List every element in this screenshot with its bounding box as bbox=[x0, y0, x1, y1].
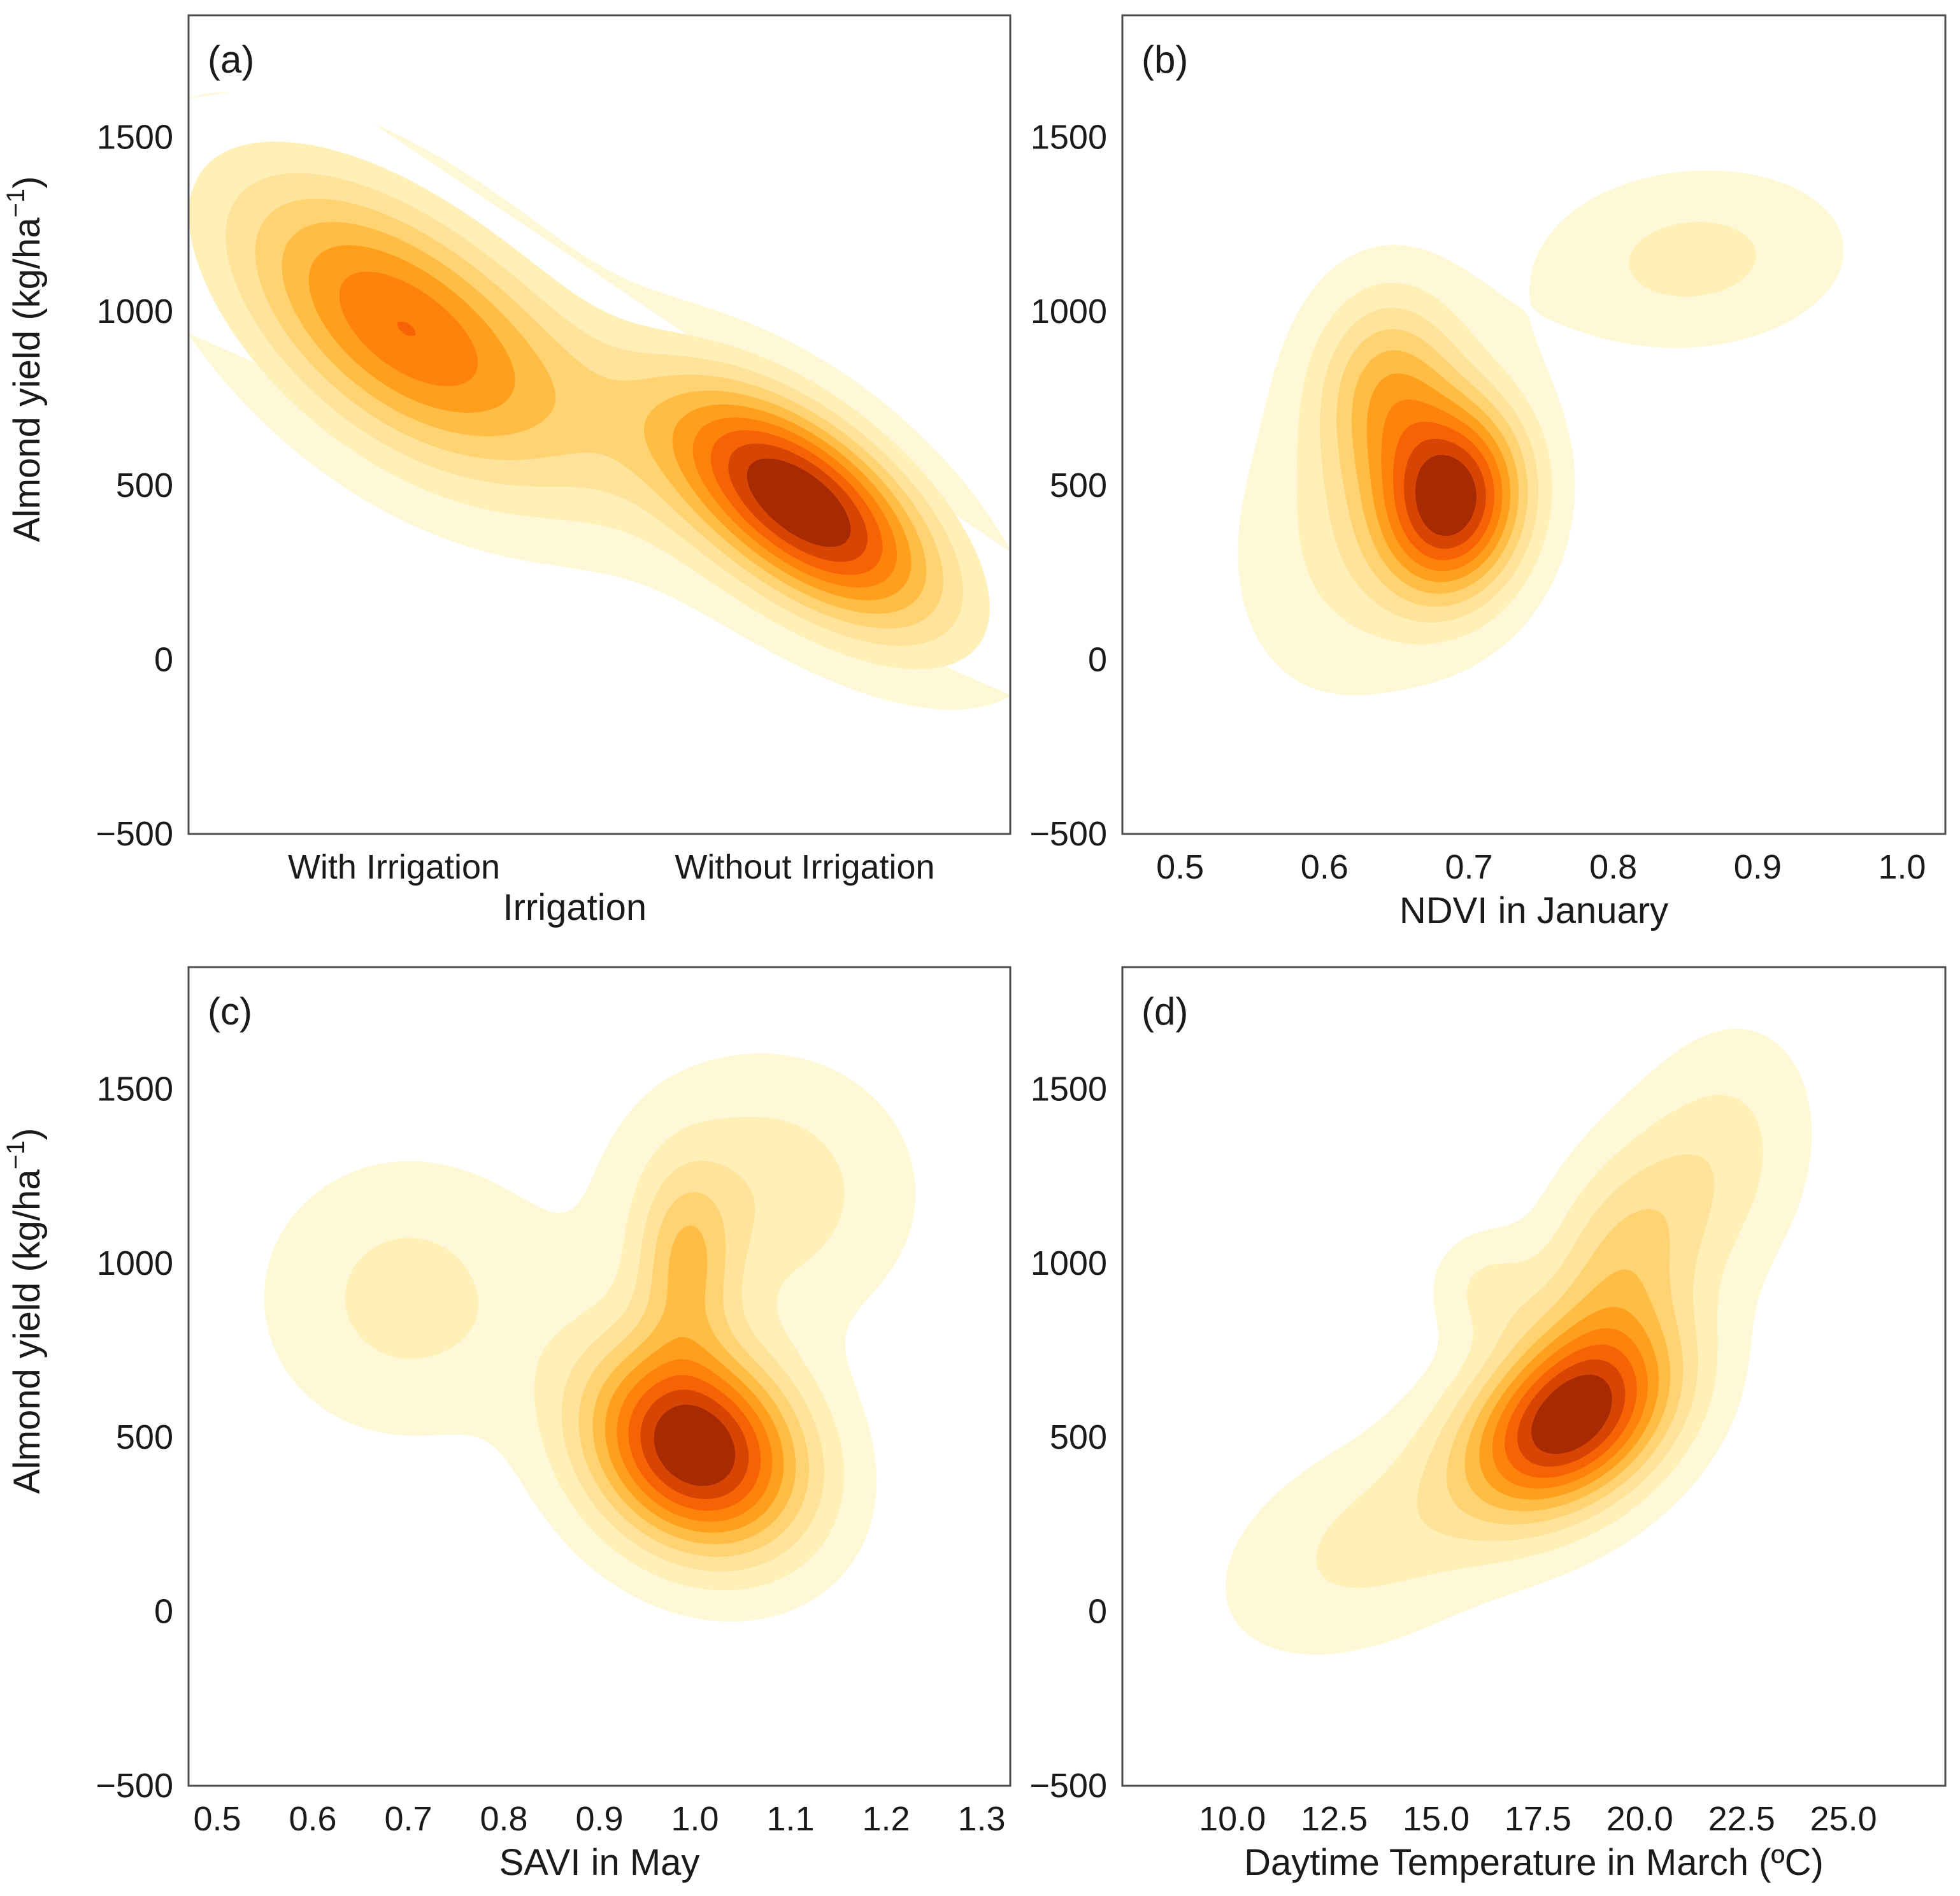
y-tick-label: −500 bbox=[1029, 815, 1107, 853]
y-tick-label: 1000 bbox=[1031, 1244, 1107, 1282]
y-tick-label: −500 bbox=[1029, 1767, 1107, 1805]
chart-panel-1: (a) −500 0 500 1000 1500 With Irrigation Withou… bbox=[2, 14, 1012, 928]
panel-label: (c) bbox=[208, 990, 252, 1033]
x-axis-title: NDVI in January bbox=[1399, 890, 1668, 931]
x-tick-label: 12.5 bbox=[1301, 1800, 1368, 1838]
y-tick-label: 500 bbox=[1050, 1418, 1107, 1456]
x-tick-label: 0.6 bbox=[1301, 848, 1348, 886]
x-tick-label: 15.0 bbox=[1403, 1800, 1470, 1838]
plot-frame bbox=[187, 14, 1012, 835]
y-tick-label: 500 bbox=[1050, 466, 1107, 505]
x-tick-label: 0.8 bbox=[1589, 848, 1637, 886]
y-tick-label: 1000 bbox=[1031, 292, 1107, 331]
x-tick-label: 0.5 bbox=[1156, 848, 1204, 886]
y-tick-label: 1500 bbox=[97, 118, 173, 156]
panel-label: (d) bbox=[1141, 990, 1188, 1033]
density-level-10 bbox=[747, 458, 851, 547]
y-tick-label: 1000 bbox=[97, 292, 173, 331]
x-category-label: Without Irrigation bbox=[675, 848, 934, 886]
x-tick-label: 22.5 bbox=[1708, 1800, 1775, 1838]
density-level-1 bbox=[189, 92, 1010, 710]
density-level-10 bbox=[654, 1404, 736, 1486]
x-axis-title: Irrigation bbox=[503, 887, 647, 928]
y-tick-label: 0 bbox=[1088, 641, 1107, 679]
density-level-10 bbox=[1415, 454, 1477, 536]
chart-panel-2: (b) −500 0 500 1000 1500 0.5 0.6 0.7 0.8 0.9 1.0 NDV… bbox=[1029, 14, 1947, 931]
x-tick-label: 1.1 bbox=[766, 1800, 814, 1838]
x-tick-label: 17.5 bbox=[1505, 1800, 1571, 1838]
x-tick-label: 0.8 bbox=[480, 1800, 527, 1838]
y-axis-title: Almond yield (kg/ha−1) bbox=[2, 1128, 48, 1494]
y-tick-label: 500 bbox=[116, 466, 173, 505]
y-axis-title: Almond yield (kg/ha−1) bbox=[2, 176, 48, 542]
y-tick-label: −500 bbox=[96, 815, 173, 853]
x-tick-label: 1.2 bbox=[862, 1800, 910, 1838]
y-tick-label: 0 bbox=[154, 641, 173, 679]
x-tick-label: 0.5 bbox=[193, 1800, 241, 1838]
x-tick-label: 1.0 bbox=[1878, 848, 1926, 886]
y-tick-label: 0 bbox=[1088, 1593, 1107, 1631]
x-tick-label: 20.0 bbox=[1606, 1800, 1673, 1838]
y-tick-label: 0 bbox=[154, 1593, 173, 1631]
chart-panel-4: (d) −500 0 500 1000 1500 10.0 12.5 15.0 17.5 20.0 2… bbox=[1029, 966, 1947, 1883]
y-tick-label: 1000 bbox=[97, 1244, 173, 1282]
plot-frame bbox=[1121, 14, 1947, 835]
x-category-label: With Irrigation bbox=[288, 848, 500, 886]
panel-label: (a) bbox=[208, 38, 254, 81]
density-level-10 bbox=[1531, 1374, 1612, 1454]
x-axis-title: SAVI in May bbox=[499, 1842, 700, 1883]
x-tick-label: 0.6 bbox=[289, 1800, 336, 1838]
panel-label: (b) bbox=[1141, 38, 1188, 81]
x-tick-label: 10.0 bbox=[1199, 1800, 1266, 1838]
x-tick-label: 1.0 bbox=[671, 1800, 719, 1838]
y-tick-label: 1500 bbox=[97, 1070, 173, 1108]
chart-panel-3: (c) −500 0 500 1000 1500 0.5 0.6 0.7 0.8 0.9 1.0 1.1… bbox=[2, 966, 1012, 1883]
x-axis-title: Daytime Temperature in March (ºC) bbox=[1244, 1842, 1824, 1883]
x-tick-label: 0.7 bbox=[1445, 848, 1492, 886]
plot-frame bbox=[187, 966, 1012, 1787]
y-tick-label: 1500 bbox=[1031, 118, 1107, 156]
x-tick-label: 0.9 bbox=[1734, 848, 1782, 886]
y-tick-label: 1500 bbox=[1031, 1070, 1107, 1108]
x-tick-label: 0.7 bbox=[384, 1800, 432, 1838]
plot-frame bbox=[1121, 966, 1947, 1787]
x-tick-label: 1.3 bbox=[957, 1800, 1005, 1838]
x-tick-label: 25.0 bbox=[1810, 1800, 1877, 1838]
x-tick-label: 0.9 bbox=[575, 1800, 623, 1838]
y-tick-label: 500 bbox=[116, 1418, 173, 1456]
y-tick-label: −500 bbox=[96, 1767, 173, 1805]
